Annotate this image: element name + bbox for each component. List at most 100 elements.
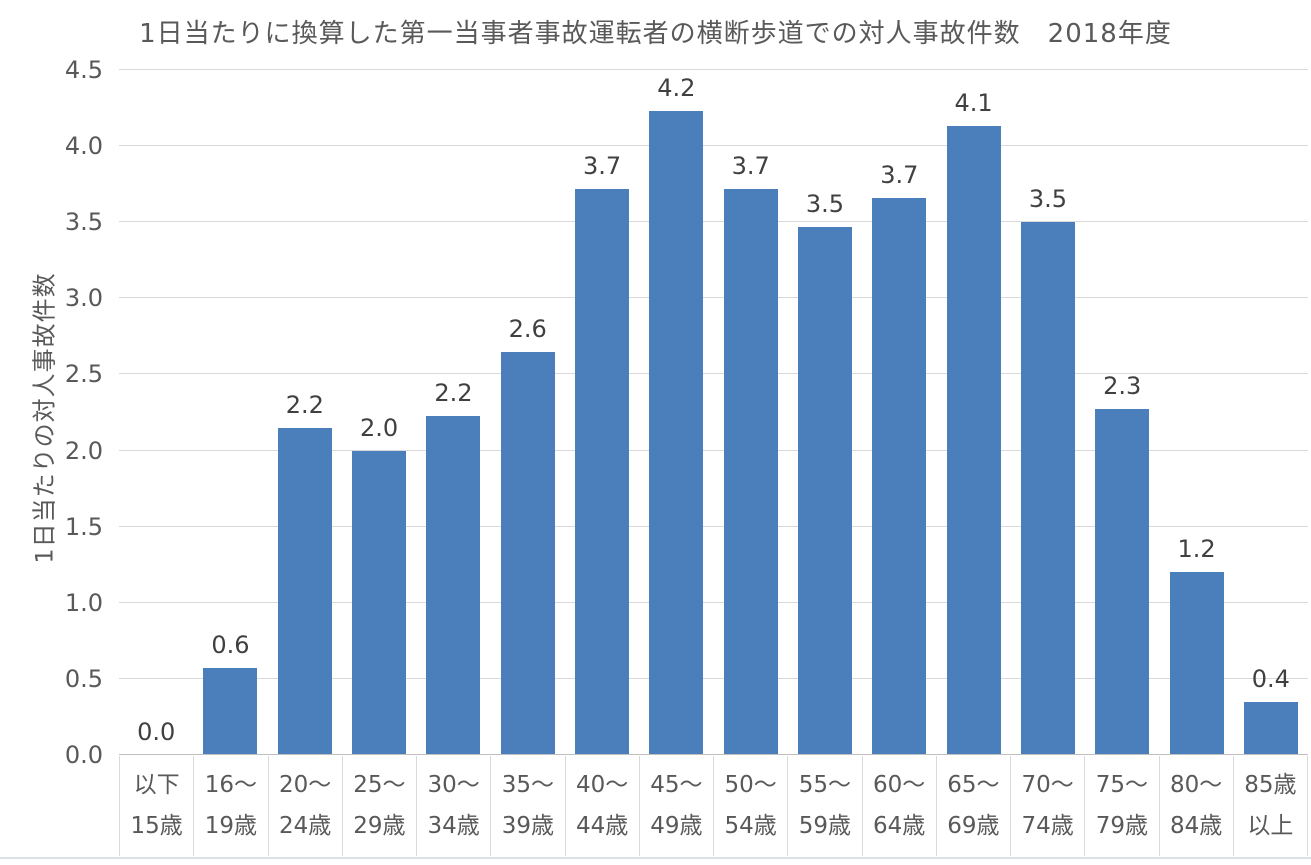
bar-value-label: 0.4 <box>1251 664 1290 693</box>
bar <box>1169 572 1224 755</box>
gridline <box>119 449 1308 451</box>
x-category-label-line: 75～ <box>1095 772 1149 798</box>
x-category-label: 70～ 74歳 <box>1010 756 1084 856</box>
bars-container: 0.0 0.6 2.2 2.0 2.2 2.6 3.7 4.2 3.7 3.5 3.7 4.1 3.5 2… <box>119 70 1308 755</box>
y-tick-label: 1.5 <box>64 512 103 541</box>
x-category-label-line: 15歳 <box>130 813 183 839</box>
y-tick-label: 4.5 <box>64 56 103 84</box>
y-tick-label: 0.5 <box>64 664 103 693</box>
x-category-label: 35～ 39歳 <box>490 756 564 856</box>
x-category-label-line: 44歳 <box>575 813 629 839</box>
x-category-label-line: 16～ <box>204 772 258 798</box>
x-category-label-line: 80～ <box>1169 772 1223 798</box>
x-category-label-line: 64歳 <box>872 813 926 839</box>
x-category-label: 20～ 24歳 <box>267 756 342 856</box>
bar <box>797 226 852 755</box>
bar-slot: 0.0 <box>119 70 193 755</box>
bar <box>1020 222 1075 755</box>
x-category-label-line: 84歳 <box>1169 813 1223 839</box>
y-tick-label: 2.0 <box>64 436 103 465</box>
x-category-label-line: 24歳 <box>278 813 332 839</box>
bottom-edge-line <box>0 857 1311 859</box>
bar <box>203 668 258 755</box>
x-category-label: 85歳 以上 <box>1232 756 1308 856</box>
bar-slot: 2.2 <box>268 70 342 755</box>
gridline <box>119 297 1308 299</box>
gridline <box>119 69 1308 70</box>
x-category-label: 以下 15歳 <box>119 756 193 856</box>
bar-slot: 3.5 <box>1011 70 1085 755</box>
x-category-label-line: 19歳 <box>204 813 258 839</box>
bar-slot: 2.6 <box>491 70 565 755</box>
x-category-label-line: 65～ <box>947 772 1000 798</box>
x-category-label-line: 40～ <box>575 772 629 798</box>
x-category-label-line: 35～ <box>501 772 555 798</box>
x-category-label-line: 39歳 <box>501 813 555 839</box>
bar-slot: 3.7 <box>565 70 639 755</box>
gridline <box>119 525 1308 527</box>
x-category-label-line: 79歳 <box>1095 813 1149 839</box>
bar-value-label: 1.2 <box>1177 535 1216 564</box>
bar-slot: 4.2 <box>639 70 713 755</box>
gridline <box>119 677 1308 679</box>
x-category-label-line: 69歳 <box>947 813 1000 839</box>
bar-slot: 2.0 <box>342 70 416 755</box>
gridline <box>119 221 1308 223</box>
bar-slot: 2.3 <box>1085 70 1159 755</box>
bar <box>500 351 555 755</box>
bar-value-label: 2.0 <box>360 413 399 442</box>
bar-value-label: 0.0 <box>137 718 176 746</box>
x-category-label: 40～ 44歳 <box>564 756 639 856</box>
bar-value-label: 3.5 <box>1028 185 1067 214</box>
x-category-label-line: 74歳 <box>1021 813 1074 839</box>
bar-slot: 3.7 <box>714 70 788 755</box>
bar <box>277 427 332 755</box>
x-category-label-line: 25～ <box>353 772 406 798</box>
bar-value-label: 3.5 <box>805 189 845 218</box>
y-tick-label: 1.0 <box>64 588 103 617</box>
bar-value-label: 2.6 <box>508 314 547 343</box>
x-category-label-line: 54歳 <box>724 813 777 839</box>
x-category-label-line: 以下 <box>133 772 180 798</box>
bar-slot: 1.2 <box>1159 70 1233 755</box>
x-category-label: 50～ 54歳 <box>713 756 787 856</box>
x-category-label: 75～ 79歳 <box>1084 756 1158 856</box>
x-category-label-line: 59歳 <box>798 813 852 839</box>
bar-value-label: 0.6 <box>211 631 250 660</box>
x-axis-line <box>119 754 1308 755</box>
x-category-label: 55～ 59歳 <box>787 756 861 856</box>
bar-value-label: 2.2 <box>434 378 473 407</box>
x-category-label-line: 85歳 <box>1244 772 1297 798</box>
y-axis-tick-labels: 0.0 0.5 1.0 1.5 2.0 2.5 3.0 3.5 4.0 4.5 <box>0 58 103 767</box>
x-category-label: 45～ 49歳 <box>638 756 713 856</box>
x-category-label-line: 50～ <box>724 772 777 798</box>
bar-slot: 3.5 <box>788 70 862 755</box>
y-tick-label: 3.0 <box>64 284 103 313</box>
bar-value-label: 3.7 <box>582 151 622 180</box>
bar <box>723 188 778 755</box>
chart-title: 1日当たりに換算した第一当事者事故運転者の横断歩道での対人事故件数 2018年度 <box>139 19 1172 49</box>
bar-value-label: 3.7 <box>880 160 919 189</box>
x-axis-category-labels: 以下 15歳 16～ 19歳 20～ 24歳 25～ 29歳 30～ 34歳 35～ 39歳 40～ 44… <box>119 756 1308 856</box>
bar <box>575 188 630 755</box>
gridline <box>119 601 1308 603</box>
x-category-label-line: 30～ <box>427 772 480 798</box>
x-category-label: 80～ 84歳 <box>1158 756 1233 856</box>
bar-slot: 3.7 <box>862 70 936 755</box>
y-tick-label: 0.0 <box>64 741 103 769</box>
bar-value-label: 3.7 <box>731 151 770 180</box>
bar-slot: 0.6 <box>193 70 267 755</box>
x-category-label: 65～ 69歳 <box>935 756 1010 856</box>
bar-slot: 4.1 <box>936 70 1010 755</box>
bar-slot: 2.2 <box>416 70 490 755</box>
y-tick-label: 2.5 <box>64 360 103 389</box>
x-category-label: 16～ 19歳 <box>193 756 267 856</box>
y-tick-label: 3.5 <box>64 208 103 237</box>
x-category-label-line: 60～ <box>872 772 926 798</box>
plot-area: 0.0 0.6 2.2 2.0 2.2 2.6 3.7 4.2 3.7 3.5 3.7 4.1 3.5 2… <box>119 69 1308 755</box>
bar <box>946 126 1001 755</box>
bar <box>1243 701 1298 755</box>
bar-value-label: 4.2 <box>657 74 696 103</box>
bar-value-label: 4.1 <box>954 89 993 118</box>
